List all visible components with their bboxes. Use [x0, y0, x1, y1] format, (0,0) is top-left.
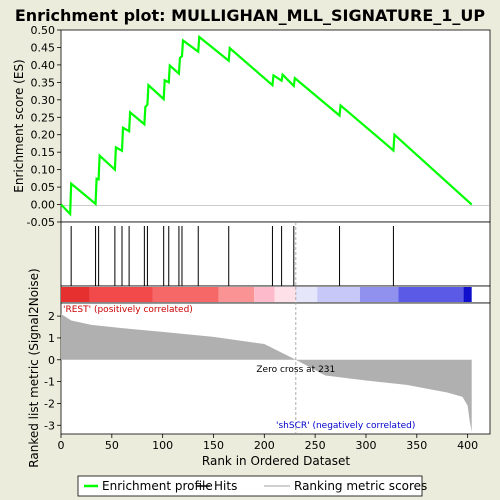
chart-title: Enrichment plot: MULLIGHAN_MLL_SIGNATURE… [15, 6, 486, 25]
es-tick-label: 0.20 [31, 129, 56, 142]
colorbar-segment [317, 287, 360, 302]
x-tick-label: 200 [254, 439, 275, 452]
enrichment-profile-line [60, 34, 473, 217]
hits-panel [60, 221, 491, 287]
colorbar-segment [359, 287, 399, 302]
hits-marks [70, 226, 394, 286]
x-tick-label: 100 [152, 439, 173, 452]
x-tick-label: 400 [457, 439, 478, 452]
es-tick-label: 0.05 [31, 181, 56, 194]
legend-label: Hits [214, 479, 237, 493]
colorbar-segment [152, 287, 219, 302]
metric-y-axis: -3 -2 -1 0 1 2 [44, 310, 61, 432]
es-plot-area [60, 29, 491, 223]
colorbar-segment [61, 287, 90, 302]
negative-correlation-label: 'shSCR' (negatively correlated) [276, 421, 415, 431]
legend-label: Ranking metric scores [294, 479, 427, 493]
legend-box [77, 475, 423, 497]
colorbar-segment [218, 287, 255, 302]
metric-tick-label: 2 [48, 310, 55, 323]
es-y-axis-label: Enrichment score (ES) [12, 59, 26, 192]
es-tick-label: 0.45 [31, 41, 56, 54]
x-tick-label: 250 [305, 439, 326, 452]
colorbar-segment [274, 287, 296, 302]
metric-tick-label: 1 [48, 332, 55, 345]
colorbar-segment [398, 287, 464, 302]
x-axis-label: Rank in Ordered Dataset [202, 454, 350, 468]
colorbar-segment [463, 287, 472, 302]
colorbar-segment [295, 287, 318, 302]
es-tick-label: 0.00 [31, 199, 56, 212]
x-tick-label: 50 [105, 439, 119, 452]
es-tick-label: 0.10 [31, 164, 56, 177]
es-tick-label: 0.50 [31, 24, 56, 37]
zero-cross-label: Zero cross at 231 [256, 365, 335, 375]
metric-tick-label: -2 [44, 397, 55, 410]
x-tick-label: 0 [58, 439, 65, 452]
x-axis: 0 50 100 150 200 250 300 350 400 [58, 434, 478, 452]
x-tick-label: 150 [203, 439, 224, 452]
es-tick-label: 0.35 [31, 76, 56, 89]
es-tick-label: -0.05 [27, 216, 55, 229]
es-tick-label: 0.15 [31, 146, 56, 159]
es-tick-label: 0.30 [31, 94, 56, 107]
ranking-metric-area [61, 313, 472, 432]
positive-correlation-label: 'REST' (positively correlated) [63, 305, 193, 315]
rank-colorbar [61, 287, 472, 302]
metric-y-axis-label: Ranked list metric (Signal2Noise) [27, 268, 41, 467]
legend-label: Enrichment profile [102, 479, 213, 493]
metric-tick-label: 0 [48, 354, 55, 367]
colorbar-segment [254, 287, 275, 302]
es-y-axis: -0.05 0.00 0.05 0.10 0.15 0.20 0.25 0.30 0.35 0.4… [27, 24, 61, 229]
es-tick-label: 0.25 [31, 111, 56, 124]
legend: Enrichment profile Hits Ranking metric sco… [84, 479, 427, 493]
metric-tick-label: -1 [44, 376, 55, 389]
metric-tick-label: -3 [44, 419, 55, 432]
es-tick-label: 0.40 [31, 59, 56, 72]
x-tick-label: 300 [355, 439, 376, 452]
colorbar-segment [89, 287, 153, 302]
x-tick-label: 350 [406, 439, 427, 452]
